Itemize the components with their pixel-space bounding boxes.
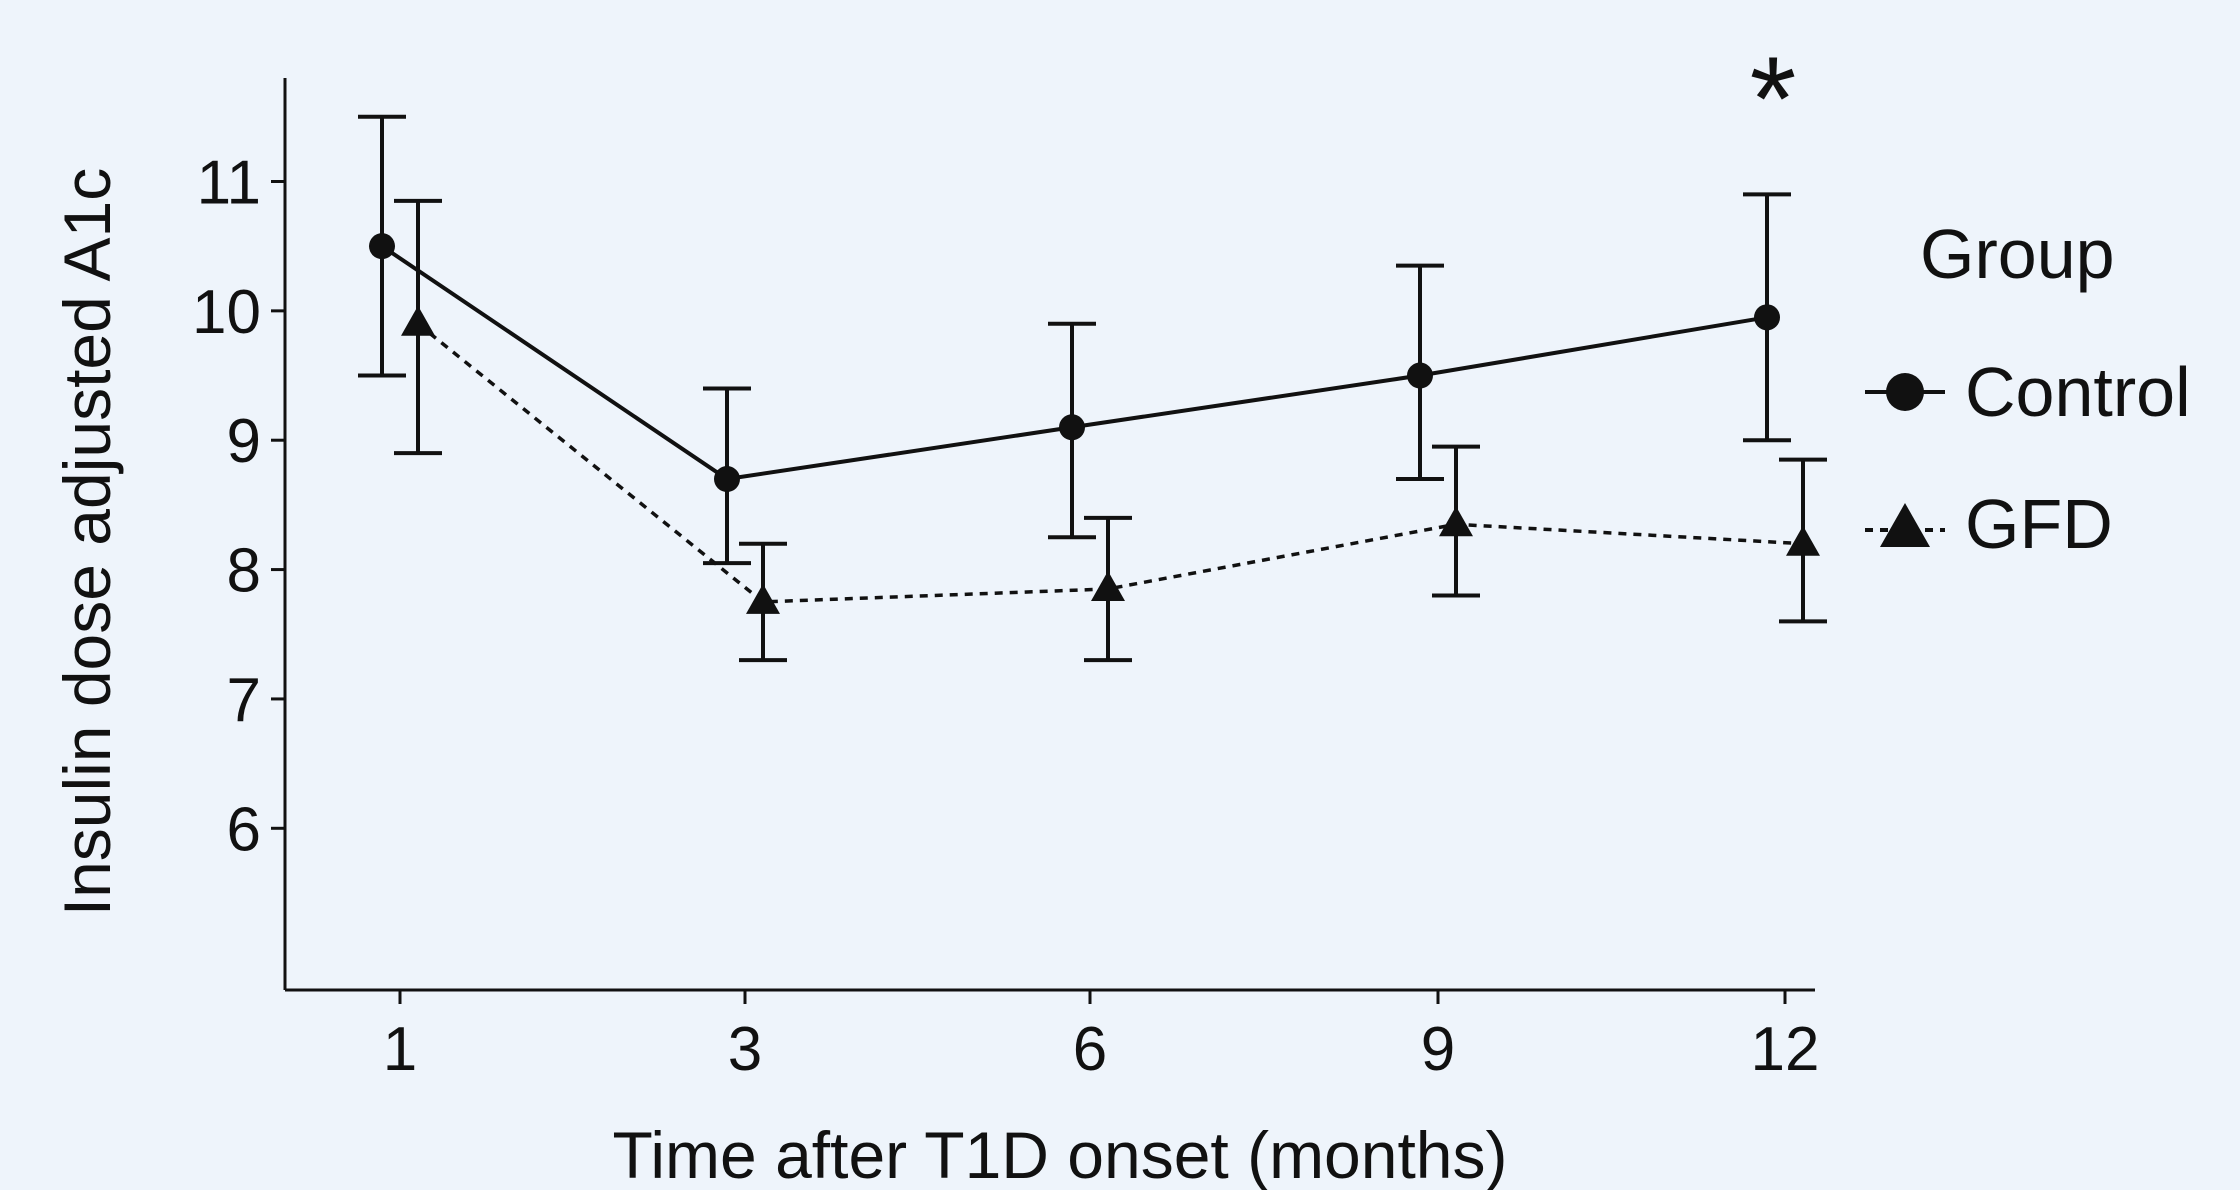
x-tick-label: 6 xyxy=(1073,1015,1107,1084)
legend-label-control: Control xyxy=(1965,353,2191,431)
data-point-gfd xyxy=(746,583,780,614)
y-axis-ticks: 6 7 8 9 10 11 xyxy=(192,148,285,864)
legend-title: Group xyxy=(1920,215,2115,293)
legend-entry-gfd: GFD xyxy=(1865,485,2113,563)
legend-marker-control xyxy=(1886,373,1924,411)
data-point-control xyxy=(1407,362,1433,389)
x-axis-ticks: 1 3 6 9 12 xyxy=(383,990,1820,1084)
series-control xyxy=(358,114,1791,566)
data-point-control xyxy=(714,466,740,493)
y-tick-label: 8 xyxy=(227,537,261,606)
y-tick-label: 10 xyxy=(192,278,261,347)
legend-label-gfd: GFD xyxy=(1965,485,2113,563)
x-tick-label: 3 xyxy=(728,1015,762,1084)
series-layer xyxy=(358,114,1827,663)
data-point-gfd xyxy=(401,305,435,336)
legend: Group Control GFD xyxy=(1865,215,2191,563)
legend-entry-control: Control xyxy=(1865,353,2191,431)
y-tick-label: 6 xyxy=(227,795,261,864)
x-axis-title: Time after T1D onset (months) xyxy=(613,1118,1508,1190)
data-point-control xyxy=(369,233,395,260)
data-point-gfd xyxy=(1439,506,1473,537)
legend-marker-gfd xyxy=(1880,503,1930,547)
significance-asterisk: * xyxy=(1750,32,1797,166)
y-tick-label: 11 xyxy=(197,148,261,217)
series-line-gfd xyxy=(416,322,1804,604)
y-tick-label: 9 xyxy=(227,407,261,476)
x-tick-label: 9 xyxy=(1421,1015,1455,1084)
series-line-control xyxy=(380,244,1768,482)
data-point-control xyxy=(1754,304,1780,331)
data-point-gfd xyxy=(1786,525,1820,556)
y-tick-label: 7 xyxy=(227,666,261,735)
y-axis-title: Insulin dose adjusted A1c xyxy=(50,168,124,917)
data-point-gfd xyxy=(1091,570,1125,601)
x-tick-label: 1 xyxy=(383,1015,417,1084)
series-gfd xyxy=(394,198,1827,663)
x-tick-label: 12 xyxy=(1751,1015,1820,1084)
data-point-control xyxy=(1059,414,1085,441)
